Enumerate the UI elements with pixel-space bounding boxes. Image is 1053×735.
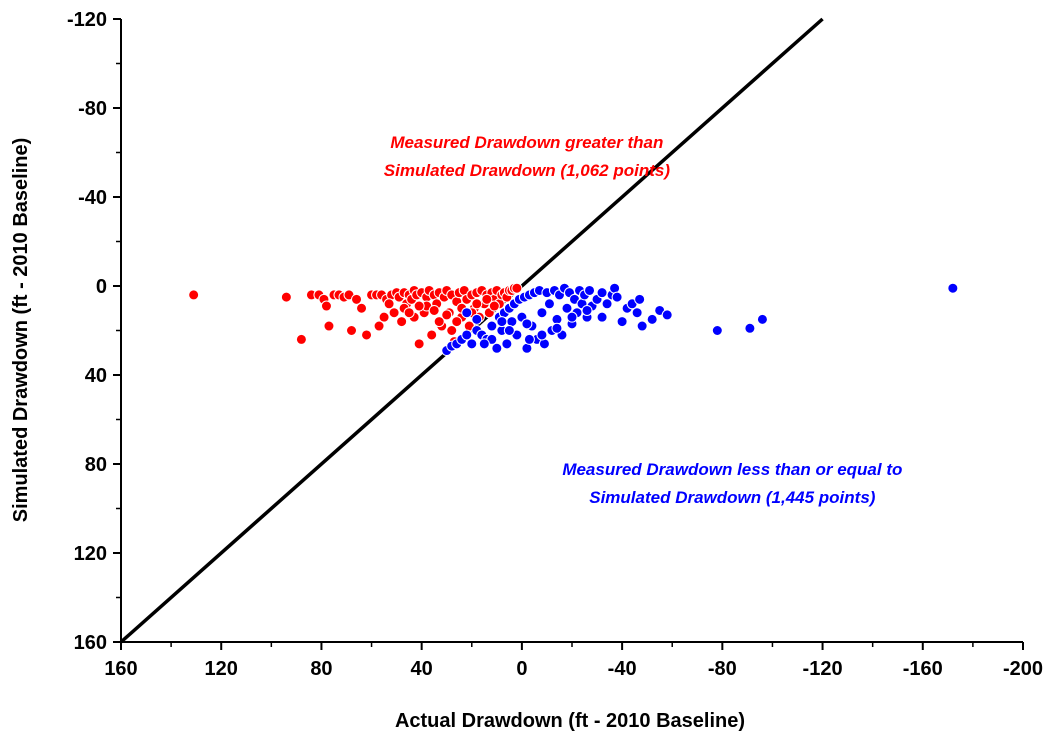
data-point — [188, 289, 200, 301]
series-1 — [441, 282, 959, 357]
x-tick-label: 40 — [411, 658, 433, 680]
data-point — [947, 282, 959, 294]
y-tick-label: 160 — [74, 632, 107, 654]
data-point — [543, 298, 555, 310]
data-point — [561, 302, 573, 314]
y-tick-label: 120 — [74, 543, 107, 565]
data-point — [378, 311, 390, 323]
data-point — [295, 333, 307, 345]
data-point — [471, 298, 483, 310]
x-tick-label: 160 — [104, 658, 137, 680]
x-tick-label: -120 — [803, 658, 843, 680]
data-point — [581, 304, 593, 316]
data-point — [601, 298, 613, 310]
x-tick-label: 0 — [516, 658, 527, 680]
y-tick-label: 40 — [85, 365, 107, 387]
series-0 — [188, 282, 523, 350]
data-point — [461, 307, 473, 319]
data-point — [496, 316, 508, 328]
data-point — [523, 333, 535, 345]
data-point — [413, 300, 425, 312]
data-point — [280, 291, 292, 303]
data-point — [584, 284, 596, 296]
y-tick-label: 0 — [96, 276, 107, 298]
data-point — [636, 320, 648, 332]
data-point — [320, 300, 332, 312]
data-point — [616, 316, 628, 328]
data-point — [403, 307, 415, 319]
data-point — [428, 304, 440, 316]
data-point — [536, 307, 548, 319]
data-point — [511, 282, 523, 294]
data-point — [551, 322, 563, 334]
y-tick-label: -120 — [67, 9, 107, 31]
annotation-1-line-0: Measured Drawdown less than or equal to — [562, 460, 902, 479]
data-point — [373, 320, 385, 332]
annotation-0-line-1: Simulated Drawdown (1,062 points) — [384, 161, 671, 180]
annotation-0-line-0: Measured Drawdown greater than — [390, 133, 663, 152]
data-point — [426, 329, 438, 341]
data-point — [433, 316, 445, 328]
data-point — [596, 287, 608, 299]
tick-labels-layer: 160 120 80 40 0 -40 -80 -120 -160 -200 160 120 80 40 0… — [67, 9, 1043, 680]
data-point — [388, 307, 400, 319]
data-point — [346, 325, 358, 336]
data-point — [323, 320, 335, 332]
data-point — [413, 338, 425, 350]
y-tick-label: -80 — [78, 98, 107, 120]
annotations-layer: Measured Drawdown greater than Simulated … — [384, 133, 903, 507]
data-point — [491, 342, 503, 354]
data-point — [351, 293, 363, 305]
data-point — [466, 338, 478, 350]
data-point — [396, 316, 408, 328]
x-tick-label: -160 — [903, 658, 943, 680]
data-point — [661, 309, 673, 321]
data-point — [361, 329, 373, 341]
x-tick-label: -40 — [608, 658, 637, 680]
x-tick-label: -200 — [1003, 658, 1043, 680]
data-point — [744, 322, 756, 334]
data-point — [634, 293, 646, 305]
data-point — [503, 325, 515, 336]
data-point — [596, 311, 608, 323]
data-point — [451, 316, 463, 328]
data-point — [481, 293, 493, 305]
axes-layer — [113, 18, 1024, 650]
data-point — [646, 313, 658, 325]
y-tick-label: -40 — [78, 187, 107, 209]
data-point — [611, 291, 623, 303]
data-point — [471, 313, 483, 325]
x-tick-label: -80 — [708, 658, 737, 680]
data-point — [441, 309, 453, 321]
x-tick-label: 80 — [310, 658, 332, 680]
data-point — [356, 302, 368, 314]
y-axis-title: Simulated Drawdown (ft - 2010 Baseline) — [10, 138, 32, 523]
data-point — [486, 320, 498, 332]
y-tick-label: 80 — [85, 454, 107, 476]
data-point — [631, 307, 643, 319]
data-point — [488, 300, 500, 312]
data-point — [461, 329, 473, 341]
data-point — [756, 313, 768, 325]
data-point — [478, 338, 490, 350]
data-point — [446, 325, 458, 336]
annotation-1-line-1: Simulated Drawdown (1,445 points) — [589, 488, 876, 507]
x-tick-label: 120 — [205, 658, 238, 680]
data-point — [521, 318, 533, 330]
data-points-layer — [188, 282, 959, 357]
data-point — [536, 329, 548, 341]
data-point — [501, 338, 513, 350]
x-axis-title: Actual Drawdown (ft - 2010 Baseline) — [395, 710, 745, 732]
data-point — [383, 298, 395, 310]
data-point — [711, 325, 723, 336]
data-point — [566, 311, 578, 323]
